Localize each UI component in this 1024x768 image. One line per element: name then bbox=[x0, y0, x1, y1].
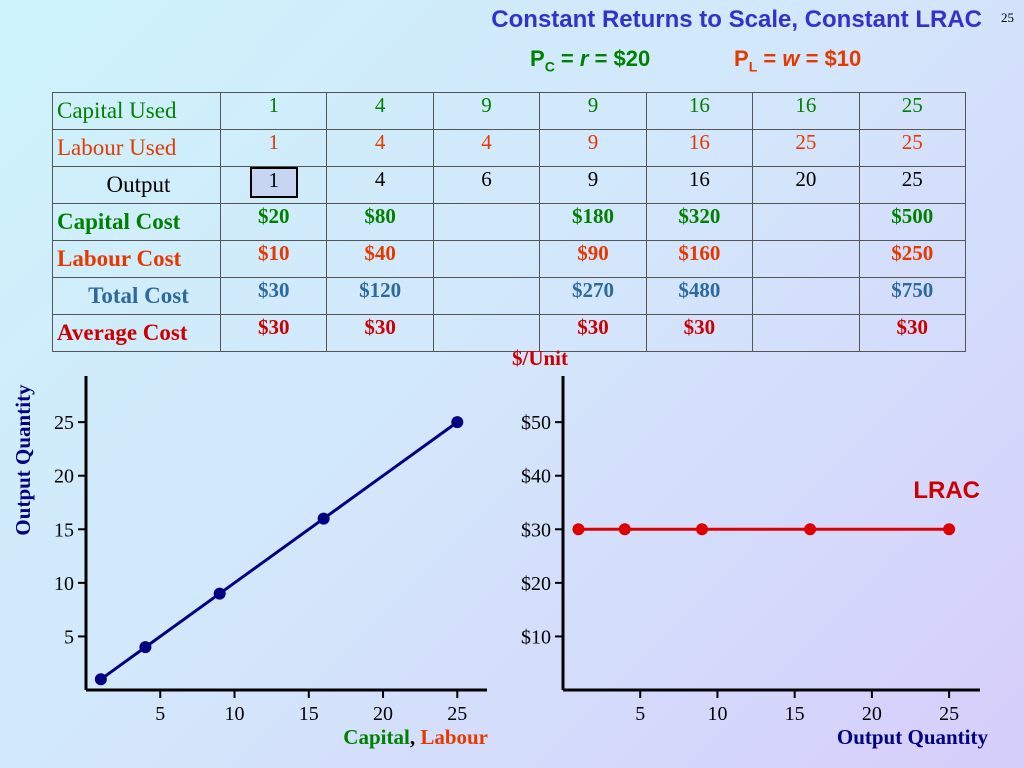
table-cell: $120 bbox=[326, 277, 434, 315]
y-tick-label: $50 bbox=[521, 412, 551, 434]
x-tick-label: 20 bbox=[373, 703, 393, 725]
table-row-total-cost: Total Cost $30 $120 $270 $480 $750 bbox=[52, 277, 967, 315]
table-cell bbox=[752, 314, 860, 352]
table-row-average-cost: Average Cost $30 $30 $30 $30 $30 bbox=[52, 314, 967, 352]
prices-line: PC = r = $20 PL = w = $10 bbox=[0, 46, 1024, 80]
table-cell: 4 bbox=[326, 166, 434, 204]
data-point bbox=[943, 523, 956, 536]
x-tick-label: 25 bbox=[939, 703, 959, 725]
y-tick-label: 15 bbox=[54, 519, 74, 541]
table-cell: 1 bbox=[219, 92, 328, 130]
table-cell: 16 bbox=[645, 129, 754, 167]
table-cell bbox=[752, 240, 860, 278]
x-axis-label-right: Output Quantity bbox=[837, 725, 989, 749]
table-cell bbox=[432, 240, 541, 278]
table-cell: 16 bbox=[645, 166, 754, 204]
x-tick-label: 10 bbox=[225, 703, 245, 725]
table-cell: 1 bbox=[219, 166, 328, 204]
table-cell: 9 bbox=[432, 92, 541, 130]
output-line bbox=[99, 420, 459, 681]
table-cell: $30 bbox=[645, 314, 754, 352]
x-tick-label: 25 bbox=[447, 703, 467, 725]
table-cell: 16 bbox=[752, 92, 860, 130]
labour-price: PL = w = $10 bbox=[734, 46, 862, 75]
y-axis-label: Output Quantity bbox=[11, 384, 35, 536]
x-tick-label: 15 bbox=[785, 703, 805, 725]
row-label: Average Cost bbox=[52, 314, 221, 352]
table-cell: 4 bbox=[326, 92, 434, 130]
table-cell bbox=[752, 277, 860, 315]
table-cell: $30 bbox=[326, 314, 434, 352]
y-tick-label: $20 bbox=[521, 573, 551, 595]
table-cell: $750 bbox=[858, 277, 967, 315]
y-tick-label: 5 bbox=[64, 626, 74, 648]
table-cell: 25 bbox=[858, 92, 967, 130]
table-cell: $90 bbox=[539, 240, 647, 278]
data-point bbox=[804, 523, 817, 536]
table-cell: 4 bbox=[432, 129, 541, 167]
highlighted-output-cell: 1 bbox=[249, 167, 298, 198]
y-tick-label: 10 bbox=[54, 573, 74, 595]
x-tick-label: 15 bbox=[299, 703, 319, 725]
table-cell bbox=[432, 203, 541, 241]
table-row-output: Output 1 4 6 9 16 20 25 bbox=[52, 166, 967, 204]
row-label: Labour Cost bbox=[52, 240, 221, 278]
lrac-series-label: LRAC bbox=[913, 477, 980, 504]
x-tick-label: 5 bbox=[635, 703, 645, 725]
data-point bbox=[572, 523, 585, 536]
y-tick-label: $10 bbox=[521, 626, 551, 648]
data-point bbox=[94, 673, 107, 686]
table-cell: $80 bbox=[326, 203, 434, 241]
table-row-capital-used: Capital Used 1 4 9 9 16 16 25 bbox=[52, 92, 967, 130]
y-tick-label: 25 bbox=[54, 412, 74, 434]
row-label: Capital Cost bbox=[52, 203, 221, 241]
data-point bbox=[213, 587, 226, 600]
data-point bbox=[696, 523, 708, 536]
x-tick-label: 10 bbox=[707, 703, 727, 725]
row-label: Capital Used bbox=[52, 92, 221, 130]
x-axis-label: Capital, Labour bbox=[343, 725, 488, 749]
table-row-labour-used: Labour Used 1 4 4 9 16 25 25 bbox=[52, 129, 967, 167]
x-tick-label: 20 bbox=[862, 703, 882, 725]
data-point bbox=[451, 416, 464, 429]
data-point bbox=[618, 523, 631, 536]
y-tick-label: 20 bbox=[54, 466, 74, 488]
table-cell: 9 bbox=[539, 92, 647, 130]
row-label: Total Cost bbox=[52, 277, 221, 315]
y-tick-label: $30 bbox=[521, 519, 551, 541]
table-cell: 9 bbox=[539, 129, 647, 167]
page-number: 25 bbox=[1001, 10, 1014, 25]
table-cell: 25 bbox=[858, 166, 967, 204]
table-cell bbox=[432, 314, 541, 352]
table-cell: $30 bbox=[858, 314, 967, 352]
capital-price: PC = r = $20 bbox=[530, 46, 651, 75]
table-cell: $250 bbox=[858, 240, 967, 278]
table-cell: $180 bbox=[539, 203, 647, 241]
data-point bbox=[139, 641, 152, 654]
table-cell: 25 bbox=[752, 129, 860, 167]
table-cell: 6 bbox=[432, 166, 541, 204]
x-tick-label: 5 bbox=[155, 703, 165, 725]
y-axis-label-right: $/Unit bbox=[512, 346, 568, 370]
cost-table: Capital Used 1 4 9 9 16 16 25 Labour Used 1 4 4 9 16 2… bbox=[52, 92, 967, 352]
table-cell: $30 bbox=[539, 314, 647, 352]
slide-title: Constant Returns to Scale, Constant LRAC bbox=[491, 6, 982, 33]
y-tick-label: $40 bbox=[521, 466, 551, 488]
data-point bbox=[317, 512, 330, 525]
table-cell bbox=[432, 277, 541, 315]
table-row-capital-cost: Capital Cost $20 $80 $180 $320 $500 bbox=[52, 203, 967, 241]
